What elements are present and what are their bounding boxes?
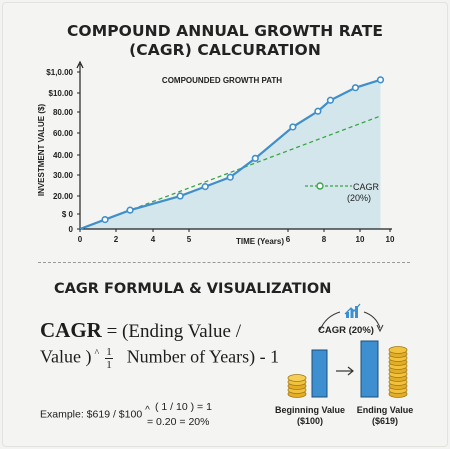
y-tick-label: 30.00 — [53, 171, 74, 180]
legend-label: CAGR — [353, 182, 380, 192]
data-point — [314, 107, 322, 115]
section-heading: CAGR FORMULA & VISUALIZATION — [54, 281, 332, 297]
y-tick-label: 80.00 — [53, 108, 74, 117]
x-axis-label: TIME (Years) — [236, 237, 284, 246]
x-tick-label: 8 — [322, 235, 327, 244]
y-tick-label: 60.00 — [53, 129, 74, 138]
fraction-denominator: 1 — [106, 359, 112, 371]
page-title-line-1: COMPOUND ANNUAL GROWTH RATE — [66, 22, 384, 40]
x-tick-label: 10 — [386, 235, 395, 244]
beginning-value-caption: Beginning Value ($100) — [270, 405, 350, 427]
formula-line-2: Value ) ^ 1 1 Number of Years) - 1 — [40, 346, 279, 371]
example-part-1: Example: $619 / $100 — [40, 408, 143, 421]
ending-value-label: Ending Value — [356, 405, 414, 415]
data-point — [201, 183, 209, 191]
growth-chart: $ 0 0 20.00 30.00 40.00 60.00 80.00 $10.00 $1,0.… — [37, 60, 395, 246]
fraction-numerator: 1 — [105, 346, 113, 359]
legend-label-rate: (20%) — [347, 193, 371, 203]
data-point — [251, 154, 259, 162]
x-tick-label: 6 — [286, 235, 291, 244]
data-point — [289, 123, 297, 131]
example-text: Example: $619 / $100 ^ — [40, 405, 150, 421]
cagr-line — [79, 115, 381, 230]
section-divider — [38, 262, 410, 263]
y-tick-label: 20.00 — [53, 192, 74, 201]
chart-title: COMPOUNDED GROWTH PATH — [162, 76, 282, 85]
x-tick-label: 4 — [151, 235, 156, 244]
page-title-line-2: (CAGR) CALCURATION — [129, 41, 321, 59]
x-tick-label: 0 — [78, 235, 83, 244]
growth-line — [79, 78, 381, 231]
x-tick-label: 5 — [187, 235, 192, 244]
ending-value-caption: Ending Value ($619) — [348, 405, 422, 427]
y-axis-arrow-icon — [76, 60, 84, 69]
data-point — [326, 96, 335, 104]
formula-line1-rest: = (Ending Value / — [101, 321, 241, 342]
formula-line-1: CAGR = (Ending Value / — [40, 318, 241, 343]
cagr-bubble-label: CAGR (20%) — [318, 325, 374, 336]
x-tick-label: 10 — [356, 235, 365, 244]
example-part-3: = 0.20 = 20% — [147, 416, 210, 428]
y-tick-label: 40.00 — [53, 151, 74, 160]
legend-marker — [316, 182, 324, 190]
ending-value-amount: ($619) — [371, 416, 398, 426]
data-point — [126, 206, 134, 214]
x-tick-label: 2 — [114, 235, 119, 244]
y-tick-label: $1,0.00 — [46, 68, 73, 77]
data-point — [101, 215, 109, 224]
data-point — [351, 84, 360, 92]
example-part-2: ( 1 / 10 ) = 1 — [155, 401, 212, 413]
data-point — [176, 192, 184, 200]
formula-lead: CAGR — [40, 318, 102, 342]
beginning-value-label: Beginning Value — [274, 405, 345, 415]
y-axis-label: INVESTMENT VALUE ($) — [37, 104, 46, 197]
formula-line2-start: Value ) — [40, 346, 92, 367]
y-tick-label: $ 0 — [62, 210, 74, 219]
growth-area — [80, 79, 381, 229]
data-point — [376, 76, 385, 84]
y-tick-label: $10.00 — [49, 89, 74, 98]
beginning-value-amount: ($100) — [296, 416, 323, 426]
formula-caret: ^ — [94, 347, 100, 359]
formula-line2-end: Number of Years) - 1 — [126, 346, 280, 367]
y-tick-label: 0 — [69, 225, 74, 234]
example-caret: ^ — [145, 405, 150, 416]
data-point — [226, 173, 234, 181]
